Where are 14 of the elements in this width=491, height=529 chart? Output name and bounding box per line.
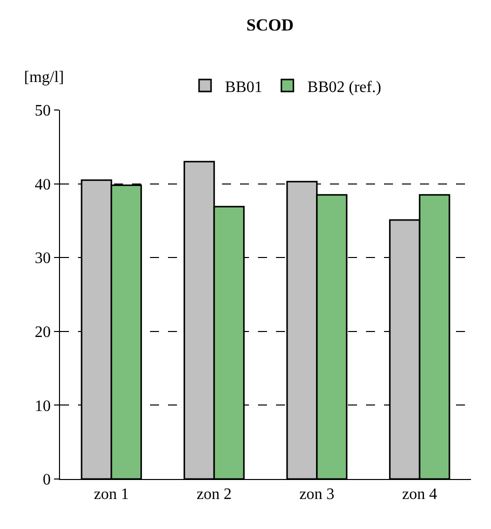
x-tick-label: zon 4 — [402, 486, 438, 504]
y-tick-label: 10 — [34, 398, 51, 415]
x-tick-label: zon 1 — [94, 486, 129, 504]
y-axis-title: [mg/l] — [24, 69, 64, 86]
x-tick-label: zon 2 — [196, 486, 232, 504]
y-tick-label: 40 — [34, 176, 51, 194]
y-tick-label: 50 — [34, 102, 51, 120]
legend-label: BB02 (ref.) — [307, 78, 382, 96]
y-tick-label: 0 — [42, 472, 51, 489]
chart-title: SCOD — [246, 15, 294, 34]
y-tick-label: 30 — [34, 250, 51, 268]
y-tick-label: 20 — [34, 324, 51, 341]
legend-label: BB01 — [225, 78, 262, 96]
x-tick-label: zon 3 — [299, 486, 334, 504]
